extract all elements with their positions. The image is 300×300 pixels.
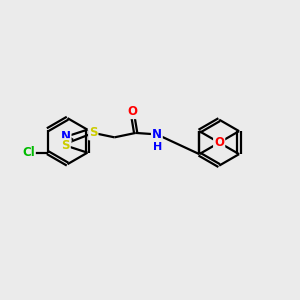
Text: H: H — [153, 142, 162, 152]
Text: O: O — [214, 136, 224, 149]
Text: S: S — [89, 126, 98, 140]
Text: N: N — [152, 128, 162, 141]
Text: O: O — [214, 136, 224, 149]
Text: S: S — [61, 139, 70, 152]
Text: N: N — [61, 130, 70, 143]
Text: Cl: Cl — [22, 146, 35, 159]
Text: O: O — [127, 105, 137, 118]
